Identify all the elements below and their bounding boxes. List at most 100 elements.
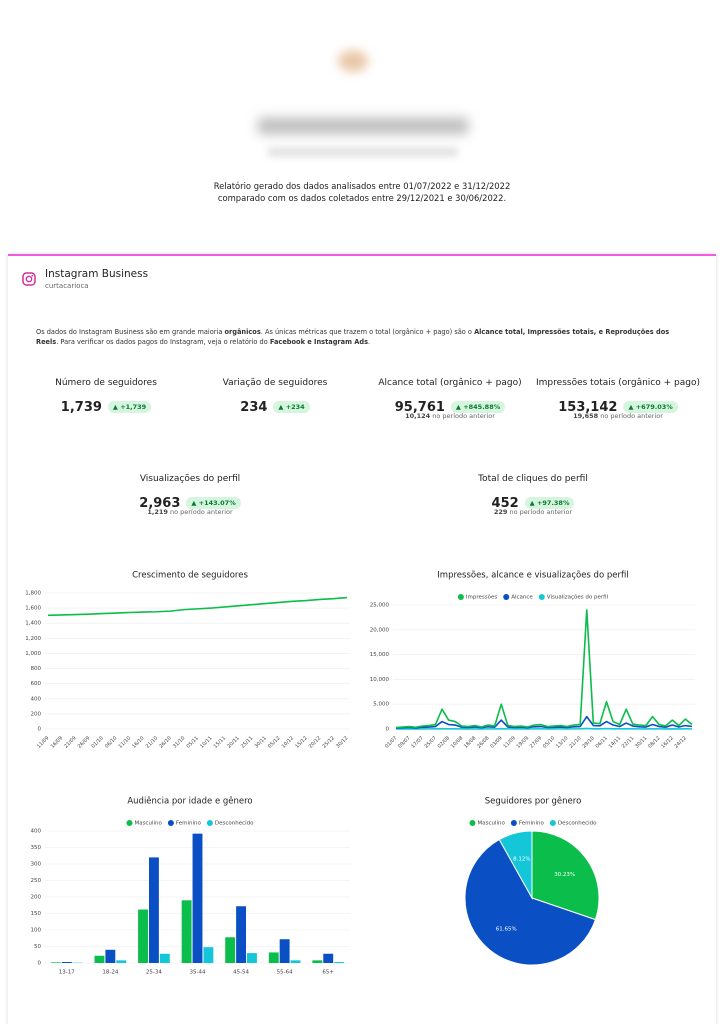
bar — [105, 949, 116, 963]
metric-value: 452 — [491, 496, 519, 511]
x-tick-label: 09/07 — [397, 735, 411, 749]
previous-note: no período anterior — [432, 412, 495, 420]
metric-row: 452 ▲ +97.38% — [448, 492, 618, 511]
x-tick-label: 30/12 — [335, 735, 349, 749]
x-tick-label: 05/11 — [186, 735, 200, 749]
x-tick-label: 15/12 — [294, 735, 308, 749]
x-tick-label: 06/10 — [104, 735, 118, 749]
chart-title: Seguidores por gênero — [485, 796, 582, 807]
metric-previous: 19,658 no período anterior — [533, 412, 703, 420]
metric-label: Número de seguidores — [55, 378, 157, 388]
section-subtitle: curtacarioca — [45, 282, 89, 290]
x-tick-label: 06/11 — [595, 735, 609, 749]
x-tick-label: 11/09 — [502, 735, 516, 749]
x-tick-label: 29/10 — [581, 735, 595, 749]
up-arrow: ▲ — [191, 498, 199, 507]
x-tick-label: 14/11 — [608, 735, 622, 749]
legend-label: Alcance — [511, 595, 533, 601]
section-title: Instagram Business — [45, 268, 149, 280]
metric-label: Total de cliques do perfil — [478, 474, 588, 484]
x-tick-label: 26/09 — [77, 735, 91, 749]
bar — [290, 960, 301, 963]
x-tick-label: 19/09 — [516, 735, 530, 749]
y-tick-label: 200 — [31, 895, 42, 901]
x-tick-label: 20/11 — [226, 735, 240, 749]
metric-value: 153,142 — [558, 400, 618, 415]
x-tick-label: 13/10 — [555, 735, 569, 749]
bar — [50, 962, 61, 963]
instagram-icon — [22, 272, 36, 286]
bar — [225, 937, 236, 963]
metric-value: 2,963 — [139, 496, 181, 511]
up-arrow: ▲ — [455, 402, 464, 411]
line — [395, 609, 693, 729]
x-tick-label: 30/11 — [253, 735, 267, 749]
legend-label: Feminino — [176, 821, 202, 827]
metric-badge: ▲ +679.03% — [623, 400, 678, 413]
metric-badge: ▲ +143.07% — [186, 496, 241, 509]
bar — [312, 960, 323, 963]
x-tick-label: 11/09 — [36, 735, 50, 749]
y-tick-label: 800 — [31, 666, 42, 672]
y-tick-label: 25,000 — [370, 603, 390, 609]
x-tick-label: 16/10 — [131, 735, 145, 749]
report-note: Relatório gerado dos dados analisados en… — [213, 181, 511, 203]
x-tick-label: 10/08 — [450, 735, 464, 749]
y-tick-label: 200 — [31, 711, 42, 717]
previous-value: 19,658 — [573, 412, 599, 420]
chart-title: Impressões, alcance e visualizações do p… — [437, 571, 628, 581]
metric-label: Variação de seguidores — [222, 378, 328, 388]
legend-swatch — [167, 820, 174, 826]
metric-row: 2,963 ▲ +143.07% — [105, 492, 275, 511]
bar — [268, 952, 279, 963]
legend-swatch — [549, 820, 556, 826]
y-tick-label: 15,000 — [370, 652, 390, 658]
metric-change: +143.07% — [198, 498, 236, 507]
legend-swatch — [503, 594, 510, 600]
x-tick-label: 10/12 — [281, 735, 295, 749]
x-tick-label: 05/10 — [542, 735, 556, 749]
bar — [323, 953, 334, 963]
metric-previous: 1,219 no período anterior — [105, 508, 275, 516]
legend-swatch — [206, 820, 213, 826]
y-tick-label: 400 — [31, 829, 42, 835]
metric-badge: ▲ +1,739 — [107, 400, 152, 413]
bar — [236, 906, 247, 963]
metric-row: 234 ▲ +234 — [190, 396, 360, 415]
y-tick-label: 100 — [31, 928, 42, 934]
x-tick-label: 25/07 — [424, 735, 438, 749]
metric-row: 153,142 ▲ +679.03% — [533, 396, 703, 415]
x-tick-label: 65+ — [322, 970, 334, 976]
y-tick-label: 50 — [34, 944, 41, 950]
up-arrow: ▲ — [112, 402, 121, 411]
metric-change: +679.03% — [635, 402, 673, 411]
pie-label: 30.23% — [554, 872, 575, 878]
metric-previous: 229 no período anterior — [448, 508, 618, 516]
metric-label: Alcance total (orgânico + pago) — [378, 378, 522, 388]
metric-label: Impressões totais (orgânico + pago) — [536, 378, 700, 388]
x-tick-label: 26/08 — [476, 735, 490, 749]
x-tick-label: 01/10 — [90, 735, 104, 749]
y-tick-label: 5,000 — [373, 702, 389, 708]
x-tick-label: 11/10 — [118, 735, 132, 749]
x-tick-label: 45-54 — [233, 970, 249, 976]
x-tick-label: 01/07 — [384, 735, 398, 749]
bar — [334, 962, 345, 963]
blurred-subtitle — [268, 148, 458, 156]
metric-row: 1,739 ▲ +1,739 — [21, 396, 191, 415]
bar — [94, 955, 105, 963]
pie-label: 61.65% — [496, 926, 517, 932]
bar — [247, 953, 257, 963]
metric-badge: ▲ +234 — [273, 400, 310, 413]
bar — [159, 953, 170, 963]
x-tick-label: 21/10 — [145, 735, 159, 749]
metric-previous: 10,124 no período anterior — [365, 412, 535, 420]
y-tick-label: 1,600 — [25, 606, 41, 612]
pie-slice — [498, 830, 533, 900]
blurred-logo — [338, 50, 368, 72]
x-tick-label: 31/10 — [172, 735, 186, 749]
note: Os dados do Instagram Business são em gr… — [36, 327, 686, 347]
y-tick-label: 1,400 — [25, 621, 41, 627]
